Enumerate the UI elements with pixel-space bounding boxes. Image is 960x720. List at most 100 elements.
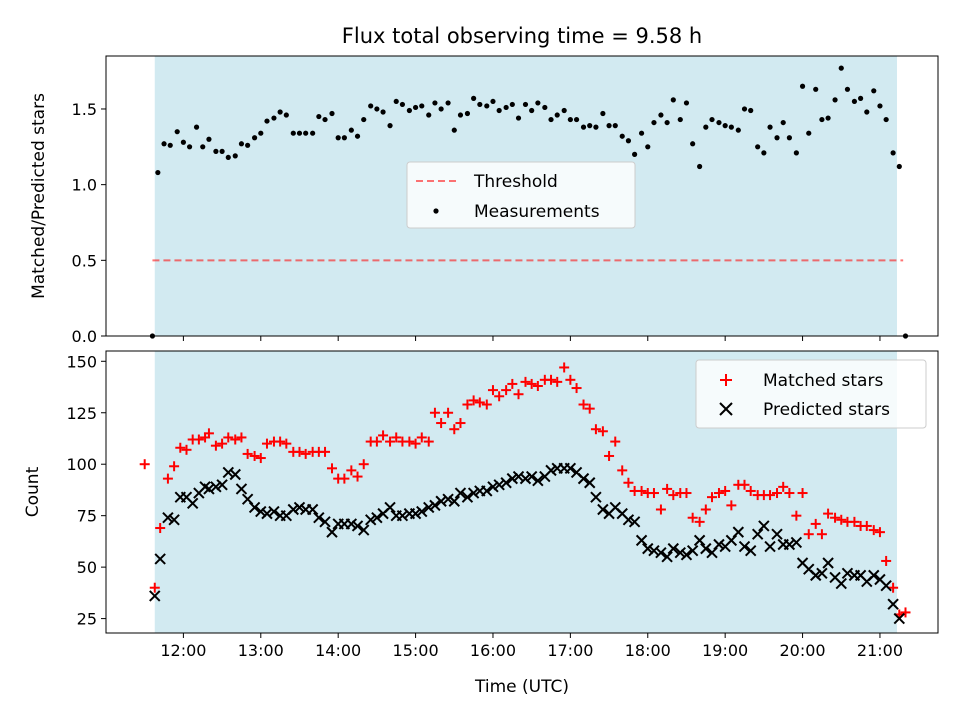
matched-star-point	[874, 527, 885, 538]
predicted-star-point	[655, 547, 667, 559]
matched-star-point	[861, 520, 872, 531]
matched-star-point	[810, 518, 821, 529]
matched-star-point	[803, 529, 814, 540]
measurement-point	[755, 144, 761, 150]
counts-y-tick-label: 100	[66, 455, 97, 474]
measurement-point	[748, 107, 754, 114]
measurement-point	[658, 112, 664, 118]
measurement-point	[638, 130, 645, 136]
predicted-star-point	[500, 477, 512, 489]
matched-star-point	[175, 442, 186, 453]
measurement-point	[167, 142, 173, 148]
x-tick-label: 19:00	[702, 641, 748, 660]
ratio-y-ticks: 0.0 0.5 1.0 1.5	[72, 100, 106, 346]
measurement-point	[464, 110, 471, 117]
counts-axes-frame	[105, 350, 939, 634]
predicted-star-point	[893, 612, 906, 625]
measurement-point	[509, 101, 515, 108]
measurement-point	[399, 101, 406, 108]
measurement-point	[587, 123, 593, 129]
ratio-y-tick-label: 1.5	[72, 100, 97, 119]
measurement-point	[219, 148, 225, 154]
measurement-point	[329, 110, 335, 117]
matched-star-point	[565, 374, 576, 385]
matched-star-point	[193, 434, 204, 445]
counts-y-axis-label: Count	[23, 466, 43, 517]
measurement-point	[883, 116, 889, 123]
measurement-point	[774, 135, 780, 141]
matched-star-point	[687, 512, 698, 523]
matched-star-point	[604, 450, 615, 461]
predicted-star-point	[835, 577, 847, 590]
measurement-point	[341, 135, 347, 141]
measurement-point	[632, 151, 638, 157]
matched-star-point	[404, 436, 415, 447]
measurement-point	[606, 123, 612, 129]
matched-star-point	[436, 418, 447, 429]
predicted-star-point	[686, 544, 699, 557]
predicted-star-point	[764, 540, 776, 553]
matched-star-point	[623, 477, 634, 488]
measurement-point	[490, 98, 496, 105]
predicted-star-point	[423, 501, 435, 514]
predicted-star-point	[287, 503, 300, 516]
ratio-legend-box	[406, 161, 636, 229]
matched-star-point	[261, 438, 272, 449]
measurement-point	[245, 142, 251, 148]
matched-star-point	[169, 461, 180, 472]
measurement-point	[825, 115, 831, 121]
predicted-star-point	[597, 503, 609, 516]
measurement-point	[871, 88, 877, 94]
matched-star-point	[217, 438, 228, 449]
predicted-star-point	[674, 547, 686, 559]
legend-measurements-swatch	[433, 208, 439, 214]
measurement-point	[735, 127, 741, 133]
counts-y-tick-label: 125	[66, 404, 97, 423]
matched-star-point	[784, 488, 795, 499]
matched-star-point	[494, 391, 505, 402]
measurement-point	[554, 112, 560, 118]
predicted-star-point	[409, 507, 422, 520]
x-tick-label: 17:00	[547, 641, 593, 660]
predicted-star-point	[461, 491, 474, 503]
predicted-star-point	[293, 501, 306, 514]
matched-star-point	[823, 508, 834, 519]
legend-measurements-label: Measurements	[474, 202, 600, 222]
measurement-point	[580, 124, 587, 130]
measurement-point	[303, 130, 309, 136]
measurement-point	[786, 135, 793, 141]
counts-y-tick-label: 25	[77, 610, 97, 629]
predicted-star-point	[326, 526, 338, 538]
matched-star-point	[358, 459, 369, 470]
measurement-point	[716, 119, 722, 126]
predicted-star-point	[880, 579, 892, 592]
predicted-star-point	[319, 516, 331, 528]
matched-star-point	[416, 432, 427, 443]
matched-star-point	[449, 424, 460, 435]
measurement-point	[368, 103, 374, 109]
measurement-point	[193, 124, 200, 130]
counts-y-ticks: 25 50 75 100 125 150	[66, 352, 106, 629]
ratio-y-tick-label: 0.5	[72, 251, 97, 270]
predicted-star-point	[454, 487, 467, 499]
matched-star-point	[300, 448, 311, 459]
x-tick-label: 12:00	[160, 641, 206, 660]
x-tick-label: 15:00	[393, 641, 439, 660]
measurement-point	[851, 98, 858, 105]
matched-star-point	[249, 450, 260, 461]
predicted-star-point	[149, 590, 161, 602]
matched-star-point	[155, 523, 166, 534]
predicted-star-point	[584, 477, 596, 489]
measurement-point	[387, 123, 393, 129]
measurement-point	[651, 119, 657, 126]
measurement-point	[548, 116, 554, 123]
matched-star-point	[765, 490, 776, 501]
measurement-point	[354, 133, 361, 139]
predicted-star-point	[248, 501, 261, 514]
measurement-point	[780, 119, 786, 126]
matched-star-point	[468, 395, 479, 406]
matched-star-point	[410, 438, 421, 449]
measurement-point	[283, 112, 289, 118]
measurement-point	[393, 98, 399, 105]
